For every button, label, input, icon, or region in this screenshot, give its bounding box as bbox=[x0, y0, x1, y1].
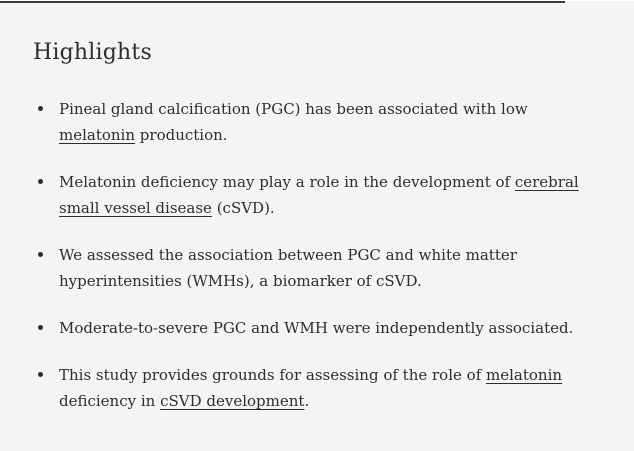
bullet-icon bbox=[38, 252, 43, 257]
text-segment: (cSVD). bbox=[211, 199, 275, 217]
list-item: Pineal gland calcification (PGC) has bee… bbox=[33, 96, 607, 148]
text-segment: We assessed the association between PGC … bbox=[59, 246, 517, 264]
list-item-line: This study provides grounds for assessin… bbox=[59, 362, 607, 388]
list-item-line: Pineal gland calcification (PGC) has bee… bbox=[59, 96, 607, 122]
inline-link[interactable]: melatonin bbox=[59, 126, 136, 144]
list-item-line: Moderate-to-severe PGC and WMH were inde… bbox=[59, 315, 607, 341]
text-segment: Moderate-to-severe PGC and WMH were inde… bbox=[59, 319, 574, 337]
list-item: Melatonin deficiency may play a role in … bbox=[33, 169, 607, 221]
inline-link[interactable]: cSVD development bbox=[160, 392, 305, 410]
text-segment: production. bbox=[135, 126, 228, 144]
list-item-line: We assessed the association between PGC … bbox=[59, 242, 607, 268]
bullet-icon bbox=[38, 372, 43, 377]
bullet-icon bbox=[38, 106, 43, 111]
bullet-icon bbox=[38, 179, 43, 184]
list-item-line: Melatonin deficiency may play a role in … bbox=[59, 169, 607, 195]
inline-link[interactable]: small vessel disease bbox=[59, 199, 212, 217]
list-item-line: hyperintensities (WMHs), a biomarker of … bbox=[59, 268, 607, 294]
list-item: We assessed the association between PGC … bbox=[33, 242, 607, 294]
list-item-line: deficiency in cSVD development. bbox=[59, 388, 607, 414]
top-edge-strip bbox=[0, 0, 634, 1]
top-rule-divider bbox=[0, 1, 565, 3]
list-item-line: melatonin production. bbox=[59, 122, 607, 148]
list-item: This study provides grounds for assessin… bbox=[33, 362, 607, 414]
list-item: Moderate-to-severe PGC and WMH were inde… bbox=[33, 315, 607, 341]
text-segment: deficiency in bbox=[59, 392, 161, 410]
text-segment: Pineal gland calcification (PGC) has bee… bbox=[59, 100, 528, 118]
highlights-list: Pineal gland calcification (PGC) has bee… bbox=[33, 96, 607, 414]
inline-link[interactable]: melatonin bbox=[486, 366, 563, 384]
text-segment: . bbox=[304, 392, 310, 410]
text-segment: Melatonin deficiency may play a role in … bbox=[59, 173, 515, 191]
section-title: Highlights bbox=[33, 40, 152, 65]
text-segment: hyperintensities (WMHs), a biomarker of … bbox=[59, 272, 422, 290]
bullet-icon bbox=[38, 325, 43, 330]
inline-link[interactable]: cerebral bbox=[514, 173, 579, 191]
text-segment: This study provides grounds for assessin… bbox=[59, 366, 487, 384]
list-item-line: small vessel disease (cSVD). bbox=[59, 195, 607, 221]
